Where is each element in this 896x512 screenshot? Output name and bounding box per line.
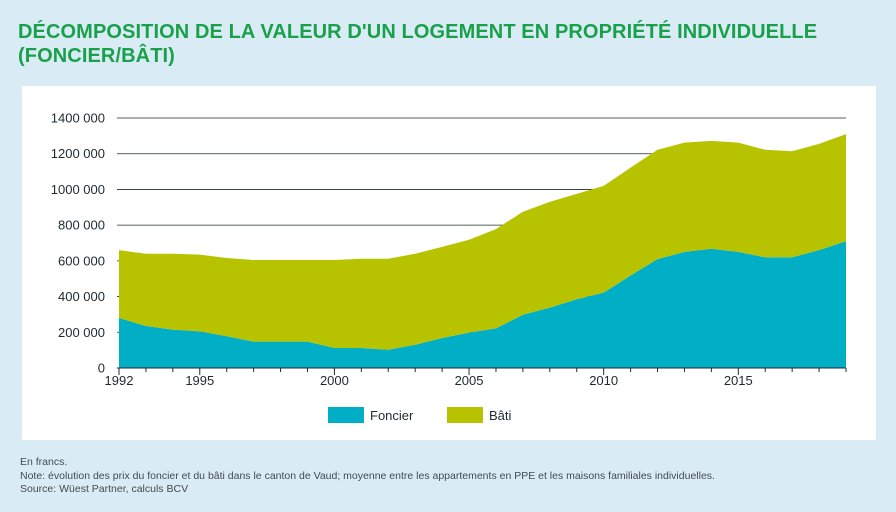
legend-swatch-foncier xyxy=(328,407,364,423)
chart-panel: 0 200 000 400 000 600 000 800 000 1000 000 120… xyxy=(22,86,876,440)
legend-label-foncier: Foncier xyxy=(370,408,414,423)
axes: 0 200 000 400 000 600 000 800 000 1000 000 120… xyxy=(51,111,847,388)
chart-title: DÉCOMPOSITION DE LA VALEUR D'UN LOGEMENT… xyxy=(18,20,878,68)
y-tick-label: 600 000 xyxy=(58,253,105,268)
unit-note: En francs. xyxy=(20,456,68,468)
area-series xyxy=(119,134,846,368)
y-tick-label: 0 xyxy=(98,361,105,376)
foncier-area xyxy=(119,241,846,368)
x-tick-label: 2015 xyxy=(724,373,753,388)
source-note: Source: Wüest Partner, calculs BCV xyxy=(20,483,189,495)
x-tick-label: 1992 xyxy=(105,373,134,388)
y-tick-label: 800 000 xyxy=(58,218,105,233)
method-note: Note: évolution des prix du foncier et d… xyxy=(20,469,715,482)
y-tick-label: 1000 000 xyxy=(51,182,105,197)
x-tick-label: 1995 xyxy=(185,373,214,388)
stacked-area-chart: 0 200 000 400 000 600 000 800 000 1000 000 120… xyxy=(51,111,847,423)
legend-swatch-bati xyxy=(447,407,483,423)
bati-area xyxy=(119,134,846,350)
x-tick-label: 2000 xyxy=(320,373,349,388)
legend-label-bati: Bâti xyxy=(489,408,512,423)
legend: Foncier Bâti xyxy=(328,407,512,423)
y-tick-label: 1400 000 xyxy=(51,111,105,126)
x-tick-label: 2005 xyxy=(455,373,484,388)
y-tick-label: 400 000 xyxy=(58,289,105,304)
chart-title-line-2: (FONCIER/BÂTI) xyxy=(18,45,175,67)
chart-title-line-1: DÉCOMPOSITION DE LA VALEUR D'UN LOGEMENT… xyxy=(18,21,818,43)
y-tick-label: 200 000 xyxy=(58,325,105,340)
x-tick-label: 2010 xyxy=(589,373,618,388)
chart-notes: En francs. Note: évolution des prix du f… xyxy=(20,456,880,497)
y-tick-label: 1200 000 xyxy=(51,146,105,161)
